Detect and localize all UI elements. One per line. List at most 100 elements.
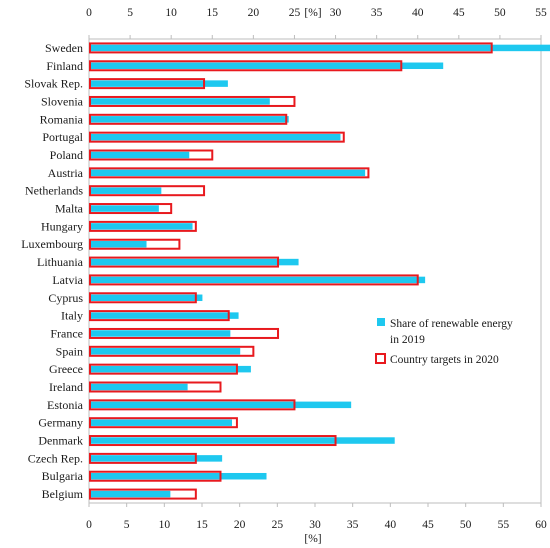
bottom-tick-label: 20 [234,519,246,531]
category-label: Poland [50,148,83,162]
bar-share-2019 [89,419,232,426]
bar-target-2020 [89,417,238,429]
category-label: Czech Rep. [28,451,83,465]
category-label: Slovak Rep. [24,77,83,91]
bar-share-2019 [89,490,171,498]
bar-share-2019 [89,98,270,105]
plot-border [88,38,542,504]
bars-layer [89,42,550,500]
bar-target-2020 [89,95,296,107]
category-label: Estonia [47,398,84,412]
category-label: Slovenia [41,94,84,108]
legend-swatch-targets-2020 [375,353,386,364]
top-tick-label: 10 [165,7,177,19]
bar-share-2019 [89,437,395,444]
bar-target-2020 [89,327,280,339]
category-label: Greece [49,362,83,376]
top-axis: 0 5 10 15 20 25 30 35 40 45 50 55 [86,7,547,39]
bottom-tick-label: 10 [159,519,171,531]
bottom-tick-label: 5 [124,519,130,531]
top-tick-label: 5 [127,7,133,19]
category-label: Sweden [45,41,83,55]
category-label: Portugal [42,130,83,144]
top-tick-label: 55 [535,7,547,19]
legend: Share of renewable energy in 2019 Countr… [375,318,513,366]
legend-label-targets-2020: Country targets in 2020 [390,354,499,366]
bar-share-2019 [89,133,341,141]
category-label: Netherlands [25,184,83,198]
category-label: France [50,326,83,340]
bar-target-2020 [89,488,197,500]
bar-share-2019 [89,401,352,409]
bottom-tick-label: 50 [460,519,472,531]
bar-share-2019 [89,80,228,87]
top-tick-label: 25 [289,7,301,19]
category-label: Italy [61,309,83,323]
category-label: Austria [48,166,84,180]
bar-target-2020 [89,435,337,447]
bar-share-2019 [89,365,251,373]
bar-share-2019 [89,330,231,337]
bottom-tick-label: 30 [309,519,321,531]
bottom-tick-label: 0 [86,519,92,531]
bar-target-2020 [89,78,206,90]
category-label: Romania [40,112,84,126]
bar-share-2019 [89,151,190,159]
category-label: Bulgaria [42,469,84,483]
category-label: Luxembourg [21,237,83,251]
bar-target-2020 [89,220,197,232]
bar-share-2019 [89,223,193,230]
bar-share-2019 [89,187,162,194]
category-label: Hungary [41,219,83,233]
bar-target-2020 [89,399,296,411]
bottom-tick-label: 45 [422,519,434,531]
plot-frame [88,38,542,504]
legend-label-share-2019-line2: in 2019 [390,334,425,346]
bar-target-2020 [89,345,255,357]
top-tick-label: 50 [494,7,506,19]
top-tick-label: 35 [371,7,383,19]
category-label: Malta [55,202,84,216]
bar-share-2019 [89,455,223,462]
top-tick-label: 15 [207,7,219,19]
category-label: Latvia [52,273,83,287]
bottom-tick-label: 35 [347,519,359,531]
bar-share-2019 [89,205,159,212]
bar-target-2020 [89,310,230,322]
top-tick-label: 20 [248,7,260,19]
bottom-tick-label: 60 [535,519,547,531]
bar-share-2019 [89,312,239,319]
bar-target-2020 [89,42,493,54]
bar-target-2020 [89,381,222,393]
bar-target-2020 [89,60,403,72]
bottom-axis-title: [%] [304,533,321,545]
bottom-axis: 0 5 10 15 20 25 30 35 40 45 50 55 60 [86,503,547,531]
bottom-tick-label: 25 [272,519,284,531]
bar-share-2019 [89,472,267,480]
legend-label-share-2019: Share of renewable energy [390,318,513,330]
category-label: Germany [38,416,83,430]
bar-target-2020 [89,167,370,179]
top-tick-label: 0 [86,7,92,19]
bottom-tick-label: 15 [196,519,208,531]
bar-target-2020 [89,363,238,375]
bar-target-2020 [89,292,197,304]
bar-share-2019 [89,44,550,52]
bar-target-2020 [89,131,345,143]
bar-share-2019 [89,276,426,284]
bar-share-2019 [89,294,203,302]
category-label: Belgium [42,487,84,501]
bar-share-2019 [89,116,289,123]
bar-target-2020 [89,238,181,250]
bar-share-2019 [89,62,444,70]
bar-target-2020 [89,470,222,482]
category-label: Finland [46,59,83,73]
bar-target-2020 [89,452,197,464]
category-label: Lithuania [37,255,84,269]
top-tick-label: 30 [330,7,342,19]
top-tick-label: 40 [412,7,424,19]
bar-share-2019 [89,169,366,177]
bar-share-2019 [89,383,188,391]
bar-share-2019 [89,348,241,355]
